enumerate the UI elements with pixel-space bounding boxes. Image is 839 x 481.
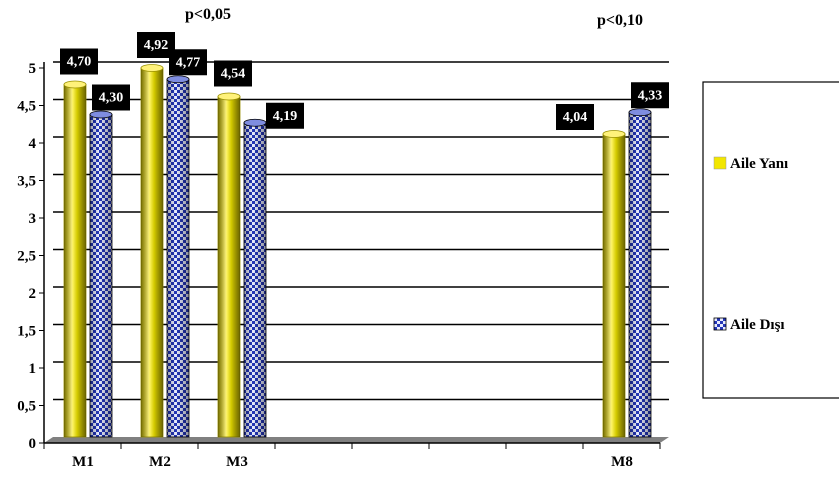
- svg-text:4,70: 4,70: [67, 55, 92, 70]
- svg-text:4,19: 4,19: [273, 109, 298, 124]
- svg-text:4,33: 4,33: [638, 88, 663, 103]
- data-label: 4,54: [214, 60, 252, 87]
- plot-floor: [44, 437, 669, 444]
- bar-aile-disi: [628, 108, 652, 438]
- y-tick-label: 0,5: [17, 399, 36, 415]
- y-axis-ticks: 0 0,5 1 1,5 2 2,5 3 3,5 4 4,5 5: [17, 61, 44, 452]
- bar-aile-yani: [217, 92, 241, 438]
- data-label: 4,92: [137, 32, 175, 58]
- legend-swatch-aile-disi: [713, 317, 727, 331]
- data-labels: 4,70 4,92 4,54 4,04 4,30 4,77 4,19 4,33: [60, 32, 669, 130]
- y-tick-label: 4,5: [17, 99, 36, 115]
- data-label: 4,19: [266, 102, 304, 129]
- x-tick-label: M3: [226, 454, 248, 470]
- legend-label-aile-disi: Aile Dışı: [730, 317, 785, 333]
- y-tick-label: 1: [29, 361, 37, 377]
- svg-text:4,54: 4,54: [221, 67, 246, 82]
- annotation-p005: p<0,05: [185, 6, 231, 23]
- legend-swatch-aile-yani: [713, 156, 727, 170]
- y-tick-label: 4: [29, 136, 37, 152]
- annotation-p010: p<0,10: [597, 12, 643, 29]
- legend: Aile Yanı Aile Dışı: [702, 81, 839, 399]
- data-label: 4,77: [169, 49, 207, 76]
- y-tick-label: 2,5: [17, 249, 36, 265]
- legend-label-aile-yani: Aile Yanı: [730, 156, 788, 172]
- svg-text:4,04: 4,04: [563, 110, 588, 125]
- y-tick-label: 5: [29, 61, 37, 77]
- y-tick-label: 1,5: [17, 324, 36, 340]
- y-tick-label: 3,5: [17, 174, 36, 190]
- bar-aile-disi: [243, 118, 267, 438]
- data-label: 4,04: [556, 104, 594, 130]
- data-label: 4,70: [60, 48, 98, 75]
- x-axis-ticks: M1 M2 M3 M8: [43, 443, 661, 470]
- y-tick-label: 2: [29, 286, 37, 302]
- bar-aile-yani: [63, 80, 87, 438]
- bar-aile-yani: [140, 64, 164, 438]
- data-label: 4,30: [92, 84, 130, 111]
- y-tick-label: 3: [29, 211, 37, 227]
- svg-text:4,92: 4,92: [144, 38, 169, 53]
- bar-aile-yani: [602, 130, 626, 438]
- x-tick-label: M1: [72, 454, 94, 470]
- x-tick-label: M2: [149, 454, 171, 470]
- y-tick-label: 0: [29, 436, 37, 452]
- x-tick-label: M8: [611, 454, 633, 470]
- bars: [63, 64, 652, 438]
- bar-aile-disi: [166, 75, 190, 438]
- svg-text:4,77: 4,77: [176, 55, 201, 70]
- svg-text:4,30: 4,30: [99, 91, 124, 106]
- bar-aile-disi: [89, 110, 113, 438]
- data-label: 4,33: [631, 82, 669, 109]
